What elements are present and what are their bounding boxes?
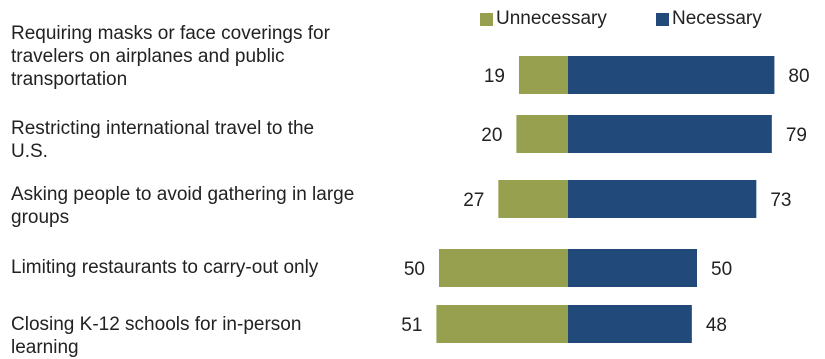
- legend-swatch-necessary: [656, 12, 669, 26]
- legend-swatch-unnecessary: [480, 12, 493, 26]
- category-label-travel: Restricting international travel to the …: [11, 118, 315, 162]
- category-label-schools: Closing K-12 schools for in-person learn…: [11, 314, 302, 358]
- value-label-unnecessary-travel: 20: [481, 125, 502, 146]
- legend-label-unnecessary: Unnecessary: [496, 8, 607, 29]
- value-label-necessary-schools: 48: [706, 315, 727, 336]
- value-label-unnecessary-gatherings: 27: [463, 190, 484, 211]
- bar-necessary-restaurants: [568, 249, 697, 287]
- bar-necessary-gatherings: [568, 180, 757, 218]
- category-label-masks: Requiring masks or face coverings for tr…: [11, 23, 330, 90]
- value-label-necessary-travel: 79: [786, 125, 807, 146]
- bar-necessary-schools: [568, 305, 692, 343]
- legend-label-necessary: Necessary: [672, 8, 762, 29]
- legend-unnecessary: Unnecessary: [480, 8, 607, 30]
- category-label-gatherings: Asking people to avoid gathering in larg…: [11, 184, 355, 228]
- bar-unnecessary-travel: [516, 115, 568, 153]
- value-label-unnecessary-restaurants: 50: [404, 259, 425, 280]
- value-label-unnecessary-schools: 51: [401, 315, 422, 336]
- bar-unnecessary-schools: [436, 305, 568, 343]
- bar-unnecessary-restaurants: [439, 249, 568, 287]
- bar-unnecessary-gatherings: [498, 180, 568, 218]
- value-label-unnecessary-masks: 19: [484, 66, 505, 87]
- legend-necessary: Necessary: [656, 8, 762, 30]
- value-label-necessary-gatherings: 73: [770, 190, 791, 211]
- bar-necessary-travel: [568, 115, 772, 153]
- category-label-restaurants: Limiting restaurants to carry-out only: [11, 257, 319, 278]
- bar-unnecessary-masks: [518, 56, 568, 94]
- value-label-necessary-masks: 80: [788, 66, 809, 87]
- value-label-necessary-restaurants: 50: [711, 259, 732, 280]
- bar-necessary-masks: [568, 56, 775, 94]
